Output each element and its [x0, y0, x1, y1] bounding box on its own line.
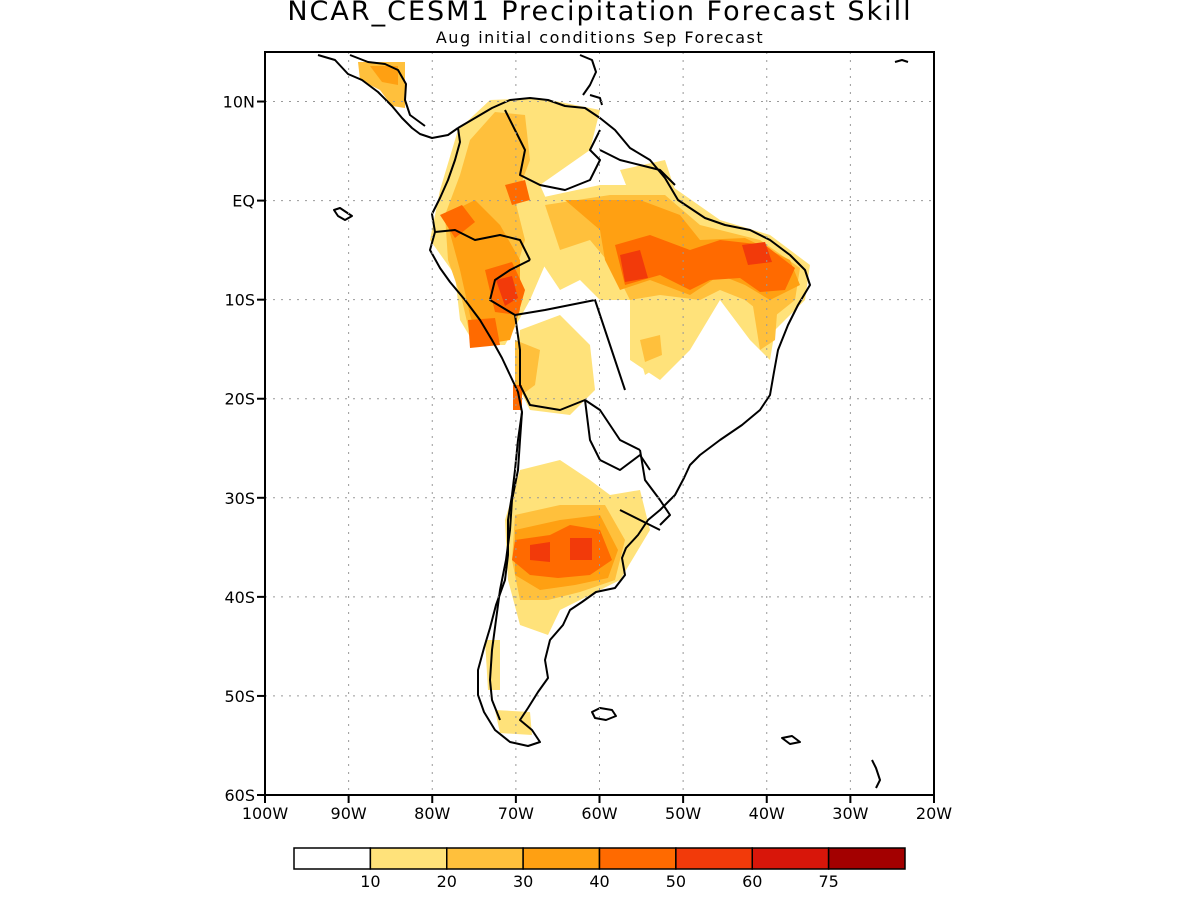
lon-tick-label: 50W: [665, 804, 701, 823]
lon-tick-label: 40W: [749, 804, 785, 823]
lat-tick-label: 30S: [224, 489, 255, 508]
colorbar-label: 20: [437, 872, 457, 891]
colorbar-label: 40: [589, 872, 609, 891]
island-fernando-de-noronha: [894, 59, 909, 63]
skill-region-ecuador-core: [440, 205, 475, 238]
border-peru-brazil: [489, 259, 626, 391]
skill-region-peru-peak: [496, 276, 518, 306]
skill-region-bolivia-andes: [515, 315, 595, 415]
skill-region-south-peru: [468, 318, 500, 348]
lat-tick-label: 10S: [224, 291, 255, 310]
lat-tick-label: 10N: [223, 93, 255, 112]
lon-tick-label: 20W: [916, 804, 952, 823]
coastline-central-america: [317, 54, 459, 139]
colorbar-label: 10: [360, 872, 380, 891]
skill-region-central-america-core: [370, 66, 398, 85]
colorbar-swatch: [293, 847, 372, 870]
colorbar-swatch: [522, 847, 601, 870]
chart-title: NCAR_CESM1 Precipitation Forecast Skill: [287, 0, 913, 27]
lat-tick-label: EQ: [232, 192, 255, 211]
colorbar-swatch: [675, 847, 753, 870]
lat-tick-label: 50S: [224, 687, 255, 706]
colorbar-swatch: [827, 847, 906, 870]
colorbar: 10 20 30 40 50 60 75: [293, 847, 906, 891]
island-caribbean: [579, 54, 597, 96]
border-bolivia: [514, 314, 641, 451]
map-frame: [264, 51, 935, 796]
coastline-central-america-caribbean: [349, 54, 426, 127]
coastlines: [317, 54, 909, 789]
gridlines: [265, 52, 934, 795]
skill-region-tierra-del-fuego: [495, 710, 532, 735]
colorbar-label: 60: [742, 872, 762, 891]
lon-tick-label: 80W: [414, 804, 450, 823]
skill-region-argentina-peak-west: [530, 542, 550, 562]
lon-tick-label: 90W: [331, 804, 367, 823]
island-falklands: [591, 707, 617, 721]
skill-region-ne-brazil-peak: [742, 242, 772, 265]
border-ecuador-peru: [434, 229, 531, 261]
lon-tick-label: 100W: [242, 804, 289, 823]
colorbar-swatch: [598, 847, 677, 870]
skill-region-central-brazil-core: [640, 335, 662, 362]
skill-region-argentina-peak-east: [570, 538, 592, 560]
colorbar-label: 50: [666, 872, 686, 891]
lon-tick-label: 30W: [832, 804, 868, 823]
border-chile-argentina: [489, 411, 523, 721]
coastline-south-america: [429, 97, 811, 747]
border-brazil-south: [639, 449, 671, 526]
border-guianas: [599, 149, 676, 186]
colorbar-swatch: [751, 847, 830, 870]
chart-subtitle: Aug initial conditions Sep Forecast: [435, 28, 765, 47]
colorbar-label: 75: [818, 872, 838, 891]
colorbar-swatch: [369, 847, 448, 870]
island-galapagos: [333, 207, 353, 221]
border-uruguay: [619, 509, 661, 531]
lat-tick-label: 20S: [224, 390, 255, 409]
skill-region-ne-coast: [752, 300, 778, 350]
island-south-georgia: [781, 735, 801, 745]
border-colombia-venezuela: [504, 109, 601, 191]
island-trinidad: [589, 94, 603, 106]
skill-region-amazon-peak: [620, 250, 648, 282]
lon-tick-label: 60W: [581, 804, 617, 823]
skill-region-guiana: [620, 160, 675, 195]
lon-tick-label: 70W: [498, 804, 534, 823]
lat-tick-label: 60S: [224, 786, 255, 805]
skill-region-colombia-core: [505, 180, 530, 205]
colorbar-swatch: [446, 847, 524, 870]
lat-tick-label: 40S: [224, 588, 255, 607]
island-south-sandwich: [871, 759, 881, 789]
skill-region-patagonia: [485, 640, 500, 690]
colorbar-label: 30: [513, 872, 533, 891]
